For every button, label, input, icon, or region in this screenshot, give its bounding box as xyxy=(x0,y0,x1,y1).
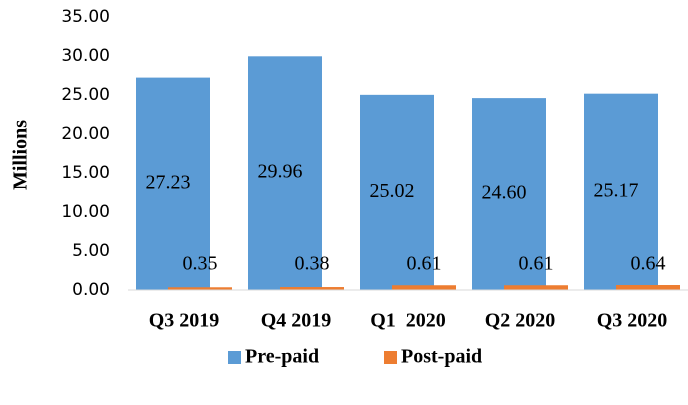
y-tick-label: 20.00 xyxy=(61,124,110,144)
bar xyxy=(280,287,344,290)
data-label: 0.61 xyxy=(407,253,442,275)
data-label: 25.17 xyxy=(594,179,639,201)
data-label: 0.61 xyxy=(519,253,554,275)
bar xyxy=(248,56,322,291)
legend-label: Post-paid xyxy=(401,346,482,368)
y-tick-label: 0.00 xyxy=(72,280,110,300)
bar xyxy=(472,98,546,291)
data-label: 0.38 xyxy=(295,253,330,275)
legend-swatch xyxy=(384,351,397,364)
legend-swatch xyxy=(228,351,241,364)
y-axis-title: Millions xyxy=(10,120,32,190)
x-tick-label: Q4 2019 xyxy=(261,310,332,332)
legend-label: Pre-paid xyxy=(245,346,319,368)
y-tick-label: 35.00 xyxy=(61,7,110,27)
bar xyxy=(360,94,434,291)
data-label: 25.02 xyxy=(370,180,415,202)
y-tick-label: 30.00 xyxy=(61,46,110,66)
y-tick-label: 25.00 xyxy=(61,85,110,105)
y-tick-label: 10.00 xyxy=(61,202,110,222)
x-tick-label: Q3 2020 xyxy=(597,310,668,332)
data-label: 0.35 xyxy=(183,253,218,275)
x-tick-label: Q1 2020 xyxy=(370,310,446,332)
data-label: 29.96 xyxy=(258,161,303,183)
x-tick-label: Q3 2019 xyxy=(149,310,220,332)
bar xyxy=(168,287,232,290)
x-tick-label: Q2 2020 xyxy=(485,310,556,332)
bar xyxy=(616,285,680,290)
bar xyxy=(504,285,568,290)
y-tick-label: 15.00 xyxy=(61,163,110,183)
y-tick-label: 5.00 xyxy=(72,241,110,261)
bar xyxy=(584,93,658,290)
bar xyxy=(136,77,210,290)
data-label: 24.60 xyxy=(482,182,527,204)
data-label: 0.64 xyxy=(631,253,666,275)
bar xyxy=(392,285,456,290)
data-label: 27.23 xyxy=(146,171,191,193)
